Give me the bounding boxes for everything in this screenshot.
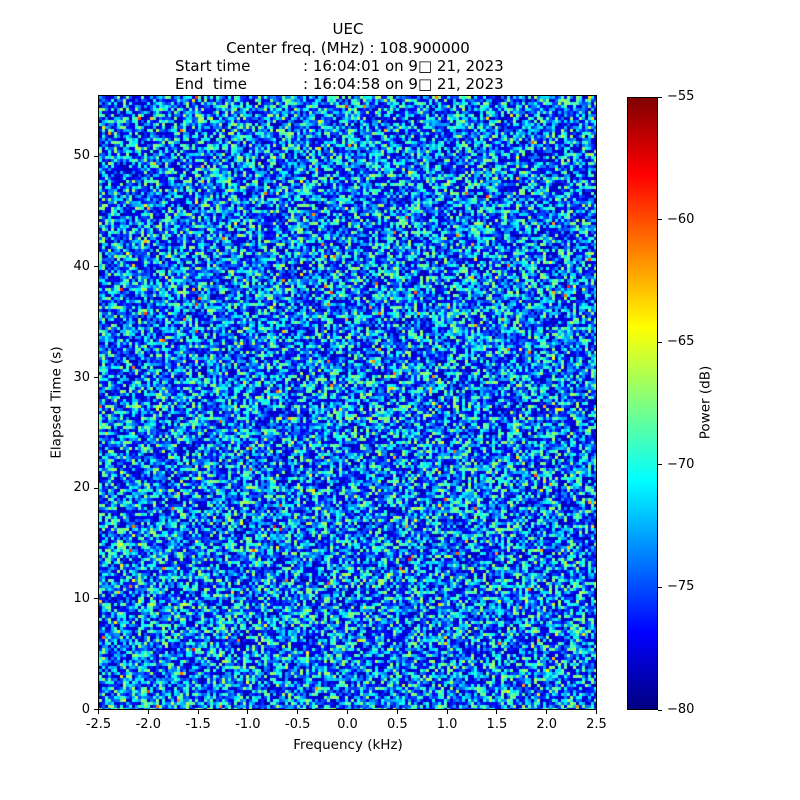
y-tick-mark [94,266,98,268]
y-tick-mark [94,598,98,600]
end-time-label: End time [175,75,247,93]
x-tick-label: -2.5 [85,717,112,732]
x-tick-label: 2.0 [536,717,558,732]
x-tick-mark [546,710,548,714]
plot-title: UEC [332,20,364,38]
colorbar-label: Power (dB) [697,365,714,440]
x-tick-label: -2.0 [135,717,161,732]
colorbar-tick-mark [658,586,662,588]
x-tick-mark [297,710,299,714]
x-tick-mark [396,710,398,714]
colorbar-tick-label: −75 [667,579,695,595]
colorbar-tick-mark [658,464,662,466]
colorbar-tick-mark [658,219,662,221]
x-tick-label: 0.0 [337,717,358,732]
start-time-value: : 16:04:01 on 9□ 21, 2023 [303,57,504,75]
x-tick-mark [496,710,498,714]
x-tick-mark [197,710,199,714]
y-tick-mark [94,709,98,710]
y-tick-label: 50 [73,148,90,164]
x-tick-mark [147,710,149,714]
colorbar-tick-label: −65 [667,334,695,350]
x-tick-label: -1.0 [235,717,261,732]
colorbar-tick-mark [658,709,662,711]
x-tick-label: 0.5 [386,717,408,732]
subtitle-end-time: End time : 16:04:58 on 9□ 21, 2023 [175,75,504,93]
colorbar-tick-mark [658,96,662,98]
x-axis-label: Frequency (kHz) [293,737,403,753]
x-tick-label: 2.5 [586,717,607,732]
colorbar-tick-label: −60 [667,211,695,227]
subtitle-center-freq: Center freq. (MHz) : 108.900000 [226,39,470,57]
y-tick-label: 10 [73,590,90,606]
colorbar-tick-mark [658,341,662,343]
x-tick-mark [98,710,99,714]
subtitle-start-time: Start time : 16:04:01 on 9□ 21, 2023 [175,57,504,75]
y-tick-label: 20 [73,480,90,496]
y-tick-mark [94,155,98,157]
x-tick-label: -1.5 [185,717,211,732]
x-tick-mark [596,710,597,714]
x-tick-mark [446,710,448,714]
y-tick-mark [94,377,98,379]
x-tick-mark [247,710,249,714]
y-tick-label: 30 [73,369,90,385]
x-tick-label: -0.5 [285,717,311,732]
x-tick-mark [347,710,348,714]
colorbar-tick-label: −70 [667,456,695,472]
colorbar-tick-label: −55 [667,89,695,104]
y-tick-label: 0 [81,701,90,717]
spectrogram-heatmap [98,95,597,710]
colorbar-tick-label: −80 [667,702,695,717]
x-tick-label: 1.5 [486,717,508,732]
y-tick-mark [94,487,98,489]
end-time-value: : 16:04:58 on 9□ 21, 2023 [303,75,504,93]
x-tick-label: 1.0 [436,717,458,732]
colorbar-gradient [627,97,658,710]
start-time-label: Start time [175,57,251,75]
y-axis-label: Elapsed Time (s) [48,346,65,459]
y-tick-label: 40 [73,258,90,274]
